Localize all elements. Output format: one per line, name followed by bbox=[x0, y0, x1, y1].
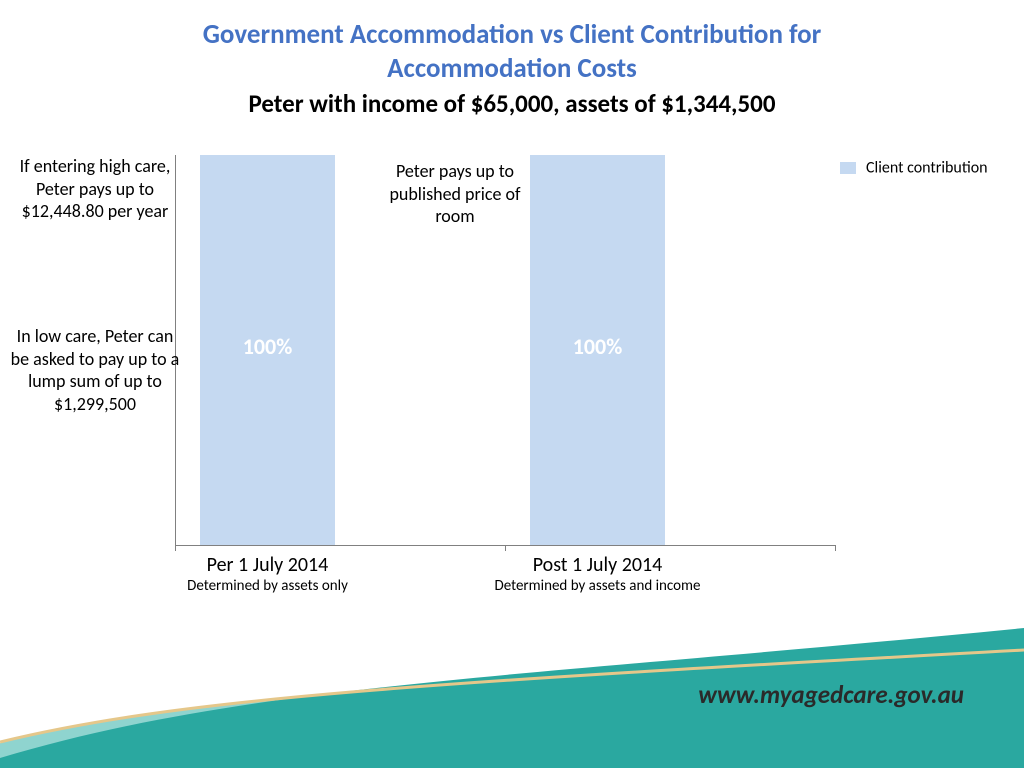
x-tick bbox=[175, 545, 176, 551]
legend-swatch bbox=[840, 162, 856, 174]
x-category-main: Per 1 July 2014 bbox=[135, 553, 400, 577]
footer-url: www.myagedcare.gov.au bbox=[698, 679, 964, 710]
chart: 100% 100% Per 1 July 2014 Determined by … bbox=[0, 155, 1024, 605]
title-line1: Government Accommodation vs Client Contr… bbox=[0, 18, 1024, 52]
title-line2: Accommodation Costs bbox=[0, 52, 1024, 86]
annotation-published-price: Peter pays up to published price of room bbox=[380, 160, 530, 228]
x-category-main: Post 1 July 2014 bbox=[465, 553, 730, 577]
x-category-post: Post 1 July 2014 Determined by assets an… bbox=[465, 553, 730, 595]
bar-label: 100% bbox=[530, 333, 665, 360]
bar-label: 100% bbox=[200, 333, 335, 360]
bar-post-2014: 100% bbox=[530, 155, 665, 545]
x-category-sub: Determined by assets and income bbox=[465, 577, 730, 595]
x-category-pre: Per 1 July 2014 Determined by assets onl… bbox=[135, 553, 400, 595]
bar-pre-2014: 100% bbox=[200, 155, 335, 545]
annotation-high-care: If entering high care, Peter pays up to … bbox=[10, 155, 180, 223]
x-tick bbox=[505, 545, 506, 551]
annotation-low-care: In low care, Peter can be asked to pay u… bbox=[10, 325, 180, 415]
x-tick bbox=[835, 545, 836, 551]
title-block: Government Accommodation vs Client Contr… bbox=[0, 0, 1024, 119]
x-category-sub: Determined by assets only bbox=[135, 577, 400, 595]
title-sub: Peter with income of $65,000, assets of … bbox=[0, 88, 1024, 119]
legend-label: Client contribution bbox=[866, 159, 988, 178]
legend: Client contribution bbox=[840, 158, 988, 178]
